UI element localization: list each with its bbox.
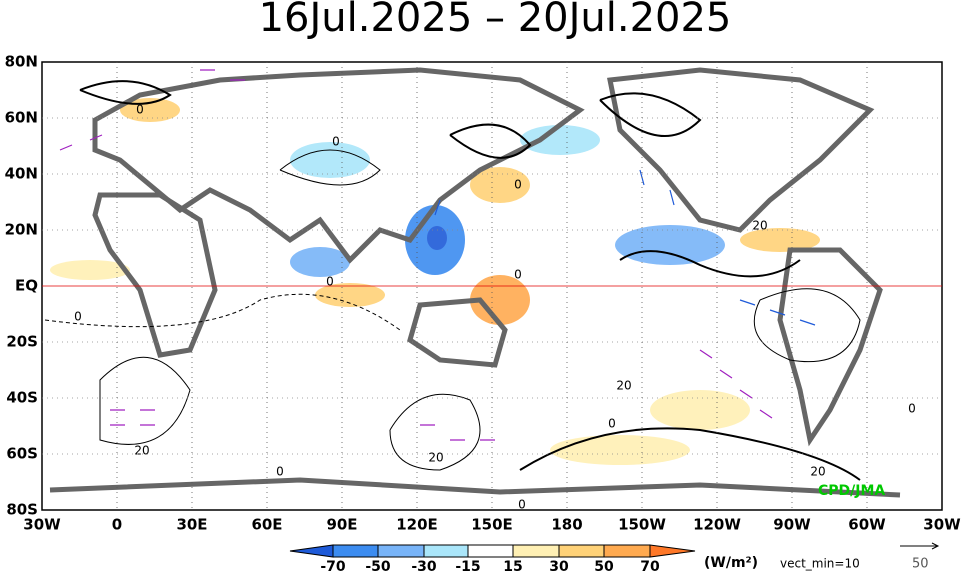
title: 16Jul.2025 – 20Jul.2025 (259, 0, 732, 41)
contour-label: 0 (608, 417, 616, 431)
vector-note: vect_min=10 (780, 557, 860, 571)
lat-label: 80S (6, 501, 38, 519)
colorbar-label: 50 (594, 559, 614, 575)
contour-label: 20 (810, 465, 825, 479)
lon-label: 60W (848, 516, 886, 534)
colorbar-unit: (W/m²) (704, 555, 758, 571)
colorbar-label: -15 (455, 559, 480, 575)
lat-label: 80N (5, 53, 38, 71)
land (49, 67, 901, 498)
colorbar-label: -70 (320, 559, 346, 575)
contour-label: 0 (326, 275, 334, 289)
lon-label: 90W (773, 516, 811, 534)
colorbar-label: 70 (640, 559, 660, 575)
lon-label: 0 (112, 516, 122, 534)
lat-label: 20S (6, 333, 38, 351)
anomaly-shading (50, 98, 820, 465)
contour-label: 20 (616, 379, 631, 393)
lat-label: 20N (5, 221, 38, 239)
lon-label: 30W (923, 516, 961, 534)
colorbar-label: -50 (365, 559, 391, 575)
lat-label: 40N (5, 165, 38, 183)
contour-labels: 0 0 0 0 0 0 0 0 20 20 20 20 20 0 0 (74, 103, 916, 512)
lon-label: 150W (618, 516, 666, 534)
contours (44, 80, 861, 481)
lat-label: 40S (6, 389, 38, 407)
contour-label: 0 (514, 268, 522, 282)
colorbar: -70 -50 -30 -15 15 30 50 70 (W/m²) vect_min=10 … (289, 542, 940, 575)
contour-label: 20 (428, 451, 443, 465)
lon-label: 30E (176, 516, 207, 534)
lon-label: 120W (693, 516, 741, 534)
vector-ref: 50 (912, 557, 929, 572)
colorbar-label: 15 (503, 559, 522, 575)
lon-label: 180 (551, 516, 582, 534)
lon-label: 150E (471, 516, 513, 534)
contour-label: 0 (518, 498, 526, 512)
lat-label: EQ (15, 277, 38, 295)
lon-label: 60E (251, 516, 282, 534)
contour-label: 0 (908, 402, 916, 416)
contour-label: 0 (136, 103, 144, 117)
lon-label: 30W (23, 516, 61, 534)
contour-label: 0 (276, 465, 284, 479)
colorbar-label: -30 (411, 559, 437, 575)
colorbar-label: 30 (549, 559, 569, 575)
contour-label: 20 (134, 444, 149, 458)
contour-label: 0 (332, 135, 340, 149)
lon-label: 120E (396, 516, 438, 534)
lat-label: 60N (5, 109, 38, 127)
credit: CPD/JMA (818, 483, 885, 499)
contour-label: 0 (514, 178, 522, 192)
contour-label: 20 (752, 219, 767, 233)
contour-label: 0 (74, 310, 82, 324)
lat-label: 60S (6, 445, 38, 463)
lon-label: 90E (326, 516, 357, 534)
